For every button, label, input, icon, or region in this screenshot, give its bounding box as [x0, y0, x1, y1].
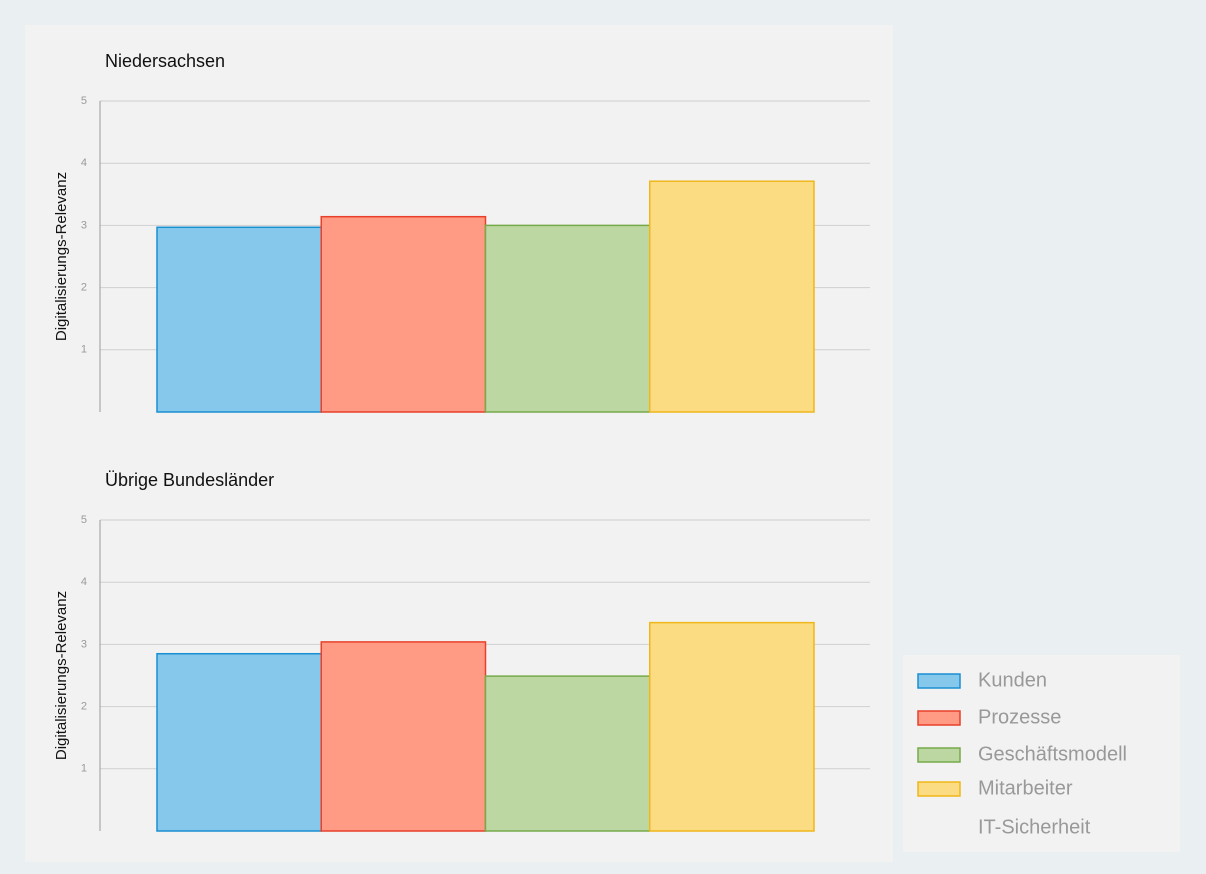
legend-swatch — [917, 710, 961, 726]
legend-swatch — [917, 747, 961, 763]
bar: Kunden — [156, 652, 322, 832]
y-axis-label: Digitalisierungs-Relevanz — [53, 172, 70, 341]
y-tick-label: 1 — [81, 344, 87, 356]
legend-swatch — [917, 673, 961, 689]
legend-swatch — [917, 781, 961, 797]
bar: Prozesse — [320, 641, 487, 832]
bar: Prozesse — [320, 215, 487, 413]
y-tick-label: 4 — [81, 576, 87, 588]
y-tick-label: 2 — [81, 282, 87, 294]
chart-title: Niedersachsen — [105, 51, 225, 71]
y-tick-label: 1 — [81, 763, 87, 775]
y-tick-label: 3 — [81, 219, 87, 231]
y-tick-label: 2 — [81, 701, 87, 713]
y-axis-label: Digitalisierungs-Relevanz — [53, 591, 70, 760]
legend-label: Prozesse — [978, 706, 1061, 728]
bar: Kunden — [156, 226, 322, 413]
y-tick-label: 5 — [81, 95, 87, 107]
legend-label: Mitarbeiter — [978, 777, 1073, 799]
legend-label: Kunden — [978, 669, 1047, 691]
bar: Mitarbeiter — [649, 180, 815, 413]
chart-title: Übrige Bundesländer — [105, 470, 274, 490]
bar: Geschäftsmodell — [484, 224, 651, 413]
legend-label: Geschäftsmodell — [978, 743, 1127, 765]
bar: Mitarbeiter — [649, 621, 815, 832]
legend-label: IT-Sicherheit — [978, 816, 1091, 838]
y-tick-label: 4 — [81, 157, 87, 169]
bar: Geschäftsmodell — [484, 675, 651, 832]
y-tick-label: 3 — [81, 638, 87, 650]
y-tick-label: 5 — [81, 514, 87, 526]
